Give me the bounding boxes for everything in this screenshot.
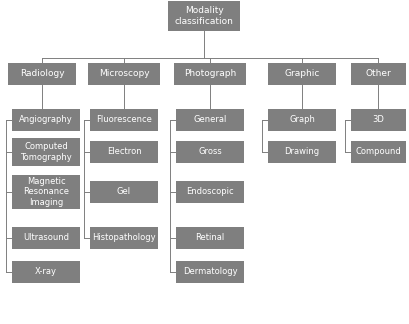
Text: Histopathology: Histopathology [92,234,156,242]
FancyBboxPatch shape [351,141,405,163]
FancyBboxPatch shape [268,109,336,131]
Text: Gel: Gel [117,188,131,196]
FancyBboxPatch shape [176,181,244,203]
FancyBboxPatch shape [12,261,80,283]
FancyBboxPatch shape [12,109,80,131]
Text: Radiology: Radiology [20,70,64,78]
Text: Compound: Compound [355,147,401,156]
FancyBboxPatch shape [90,141,158,163]
FancyBboxPatch shape [90,181,158,203]
Text: Drawing: Drawing [284,147,319,156]
Text: Photograph: Photograph [184,70,236,78]
FancyBboxPatch shape [90,109,158,131]
Text: Electron: Electron [107,147,142,156]
Text: Modality
classification: Modality classification [175,6,234,26]
FancyBboxPatch shape [174,63,246,85]
Text: Computed
Tomography: Computed Tomography [20,142,72,162]
FancyBboxPatch shape [176,227,244,249]
FancyBboxPatch shape [12,175,80,209]
FancyBboxPatch shape [168,1,240,31]
FancyBboxPatch shape [90,227,158,249]
FancyBboxPatch shape [176,141,244,163]
Text: Retinal: Retinal [196,234,225,242]
Text: 3D: 3D [372,115,384,124]
FancyBboxPatch shape [268,63,336,85]
Text: X-ray: X-ray [35,268,57,276]
FancyBboxPatch shape [12,138,80,166]
Text: Graph: Graph [289,115,315,124]
FancyBboxPatch shape [268,141,336,163]
Text: General: General [193,115,227,124]
Text: Microscopy: Microscopy [99,70,149,78]
FancyBboxPatch shape [12,227,80,249]
FancyBboxPatch shape [351,63,405,85]
Text: Other: Other [365,70,391,78]
Text: Endoscopic: Endoscopic [186,188,234,196]
Text: Graphic: Graphic [284,70,320,78]
FancyBboxPatch shape [176,261,244,283]
FancyBboxPatch shape [8,63,76,85]
Text: Ultrasound: Ultrasound [23,234,69,242]
FancyBboxPatch shape [351,109,405,131]
Text: Gross: Gross [198,147,222,156]
Text: Angiography: Angiography [19,115,73,124]
Text: Fluorescence: Fluorescence [96,115,152,124]
FancyBboxPatch shape [88,63,160,85]
Text: Dermatology: Dermatology [183,268,237,276]
Text: Magnetic
Resonance
Imaging: Magnetic Resonance Imaging [23,177,69,207]
FancyBboxPatch shape [176,109,244,131]
